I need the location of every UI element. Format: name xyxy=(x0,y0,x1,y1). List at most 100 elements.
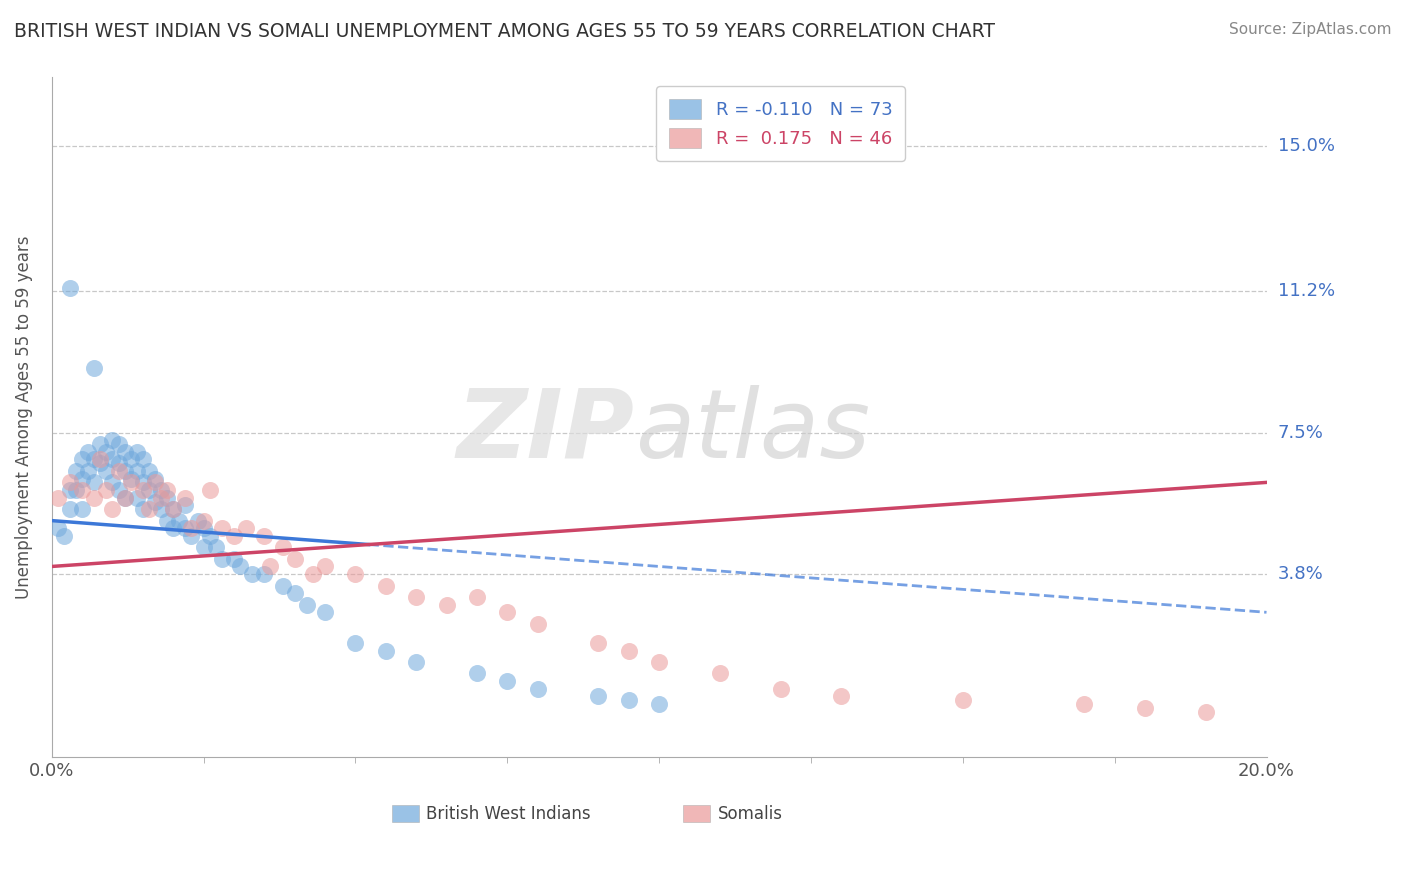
Point xyxy=(211,521,233,535)
Point xyxy=(1133,701,1156,715)
Point xyxy=(114,491,136,505)
Point xyxy=(617,643,640,657)
Point xyxy=(59,483,82,497)
Point xyxy=(174,499,197,513)
Point xyxy=(617,693,640,707)
Point xyxy=(302,567,325,582)
Point xyxy=(180,529,202,543)
Point xyxy=(156,514,179,528)
Point xyxy=(588,636,610,650)
Point xyxy=(405,590,427,604)
Point xyxy=(198,483,221,497)
Point xyxy=(101,502,124,516)
Point xyxy=(830,690,852,704)
Point xyxy=(83,475,105,490)
Point xyxy=(156,491,179,505)
Point xyxy=(222,529,245,543)
Text: 15.0%: 15.0% xyxy=(1278,137,1334,155)
Point xyxy=(1195,705,1218,719)
Point xyxy=(253,529,276,543)
Point xyxy=(174,521,197,535)
Point xyxy=(709,666,731,681)
Text: Source: ZipAtlas.com: Source: ZipAtlas.com xyxy=(1229,22,1392,37)
FancyBboxPatch shape xyxy=(683,805,710,822)
Point xyxy=(107,437,129,451)
Point xyxy=(101,434,124,448)
Point xyxy=(186,514,208,528)
Point xyxy=(77,445,100,459)
Point xyxy=(101,475,124,490)
Point xyxy=(150,483,173,497)
Point xyxy=(46,521,69,535)
Point xyxy=(150,491,173,505)
Point xyxy=(314,605,336,619)
Point xyxy=(96,464,118,478)
Point xyxy=(314,559,336,574)
Point xyxy=(138,464,160,478)
Point xyxy=(59,280,82,294)
Point xyxy=(89,437,111,451)
Point xyxy=(83,360,105,375)
Point xyxy=(162,502,184,516)
Point xyxy=(89,456,111,470)
Point xyxy=(132,452,155,467)
Point xyxy=(496,674,519,689)
FancyBboxPatch shape xyxy=(392,805,419,822)
Point xyxy=(198,529,221,543)
Point xyxy=(114,445,136,459)
Point xyxy=(240,567,263,582)
Point xyxy=(374,643,396,657)
Point xyxy=(405,655,427,669)
Point xyxy=(70,452,93,467)
Point xyxy=(259,559,281,574)
Point xyxy=(125,464,148,478)
Point xyxy=(83,491,105,505)
Point xyxy=(143,494,166,508)
Point xyxy=(70,483,93,497)
Point xyxy=(114,491,136,505)
Point xyxy=(284,551,307,566)
Point xyxy=(295,598,318,612)
Point xyxy=(114,464,136,478)
Text: 3.8%: 3.8% xyxy=(1278,566,1323,583)
Point xyxy=(59,502,82,516)
Point xyxy=(222,551,245,566)
Point xyxy=(59,475,82,490)
Point xyxy=(89,452,111,467)
Point xyxy=(1073,697,1095,711)
Point xyxy=(952,693,974,707)
Text: Somalis: Somalis xyxy=(717,805,783,823)
Point xyxy=(496,605,519,619)
Text: atlas: atlas xyxy=(636,384,870,477)
Point xyxy=(174,491,197,505)
Point xyxy=(52,529,75,543)
Point xyxy=(77,464,100,478)
Point xyxy=(65,464,87,478)
Point xyxy=(107,483,129,497)
Text: ZIP: ZIP xyxy=(457,384,636,477)
Point xyxy=(138,502,160,516)
Text: 7.5%: 7.5% xyxy=(1278,424,1323,442)
Point xyxy=(125,491,148,505)
Point xyxy=(46,491,69,505)
Point xyxy=(235,521,257,535)
Point xyxy=(125,445,148,459)
Point xyxy=(162,502,184,516)
Point xyxy=(143,472,166,486)
Point xyxy=(193,514,215,528)
Point xyxy=(120,472,142,486)
Point xyxy=(143,475,166,490)
Point xyxy=(132,502,155,516)
Point xyxy=(374,578,396,592)
Point xyxy=(648,697,671,711)
Point xyxy=(70,472,93,486)
Point xyxy=(526,681,548,696)
Point xyxy=(107,464,129,478)
Point xyxy=(436,598,458,612)
Point xyxy=(96,445,118,459)
Point xyxy=(193,521,215,535)
Point xyxy=(120,452,142,467)
Point xyxy=(271,578,294,592)
Point xyxy=(344,636,367,650)
Point xyxy=(229,559,252,574)
